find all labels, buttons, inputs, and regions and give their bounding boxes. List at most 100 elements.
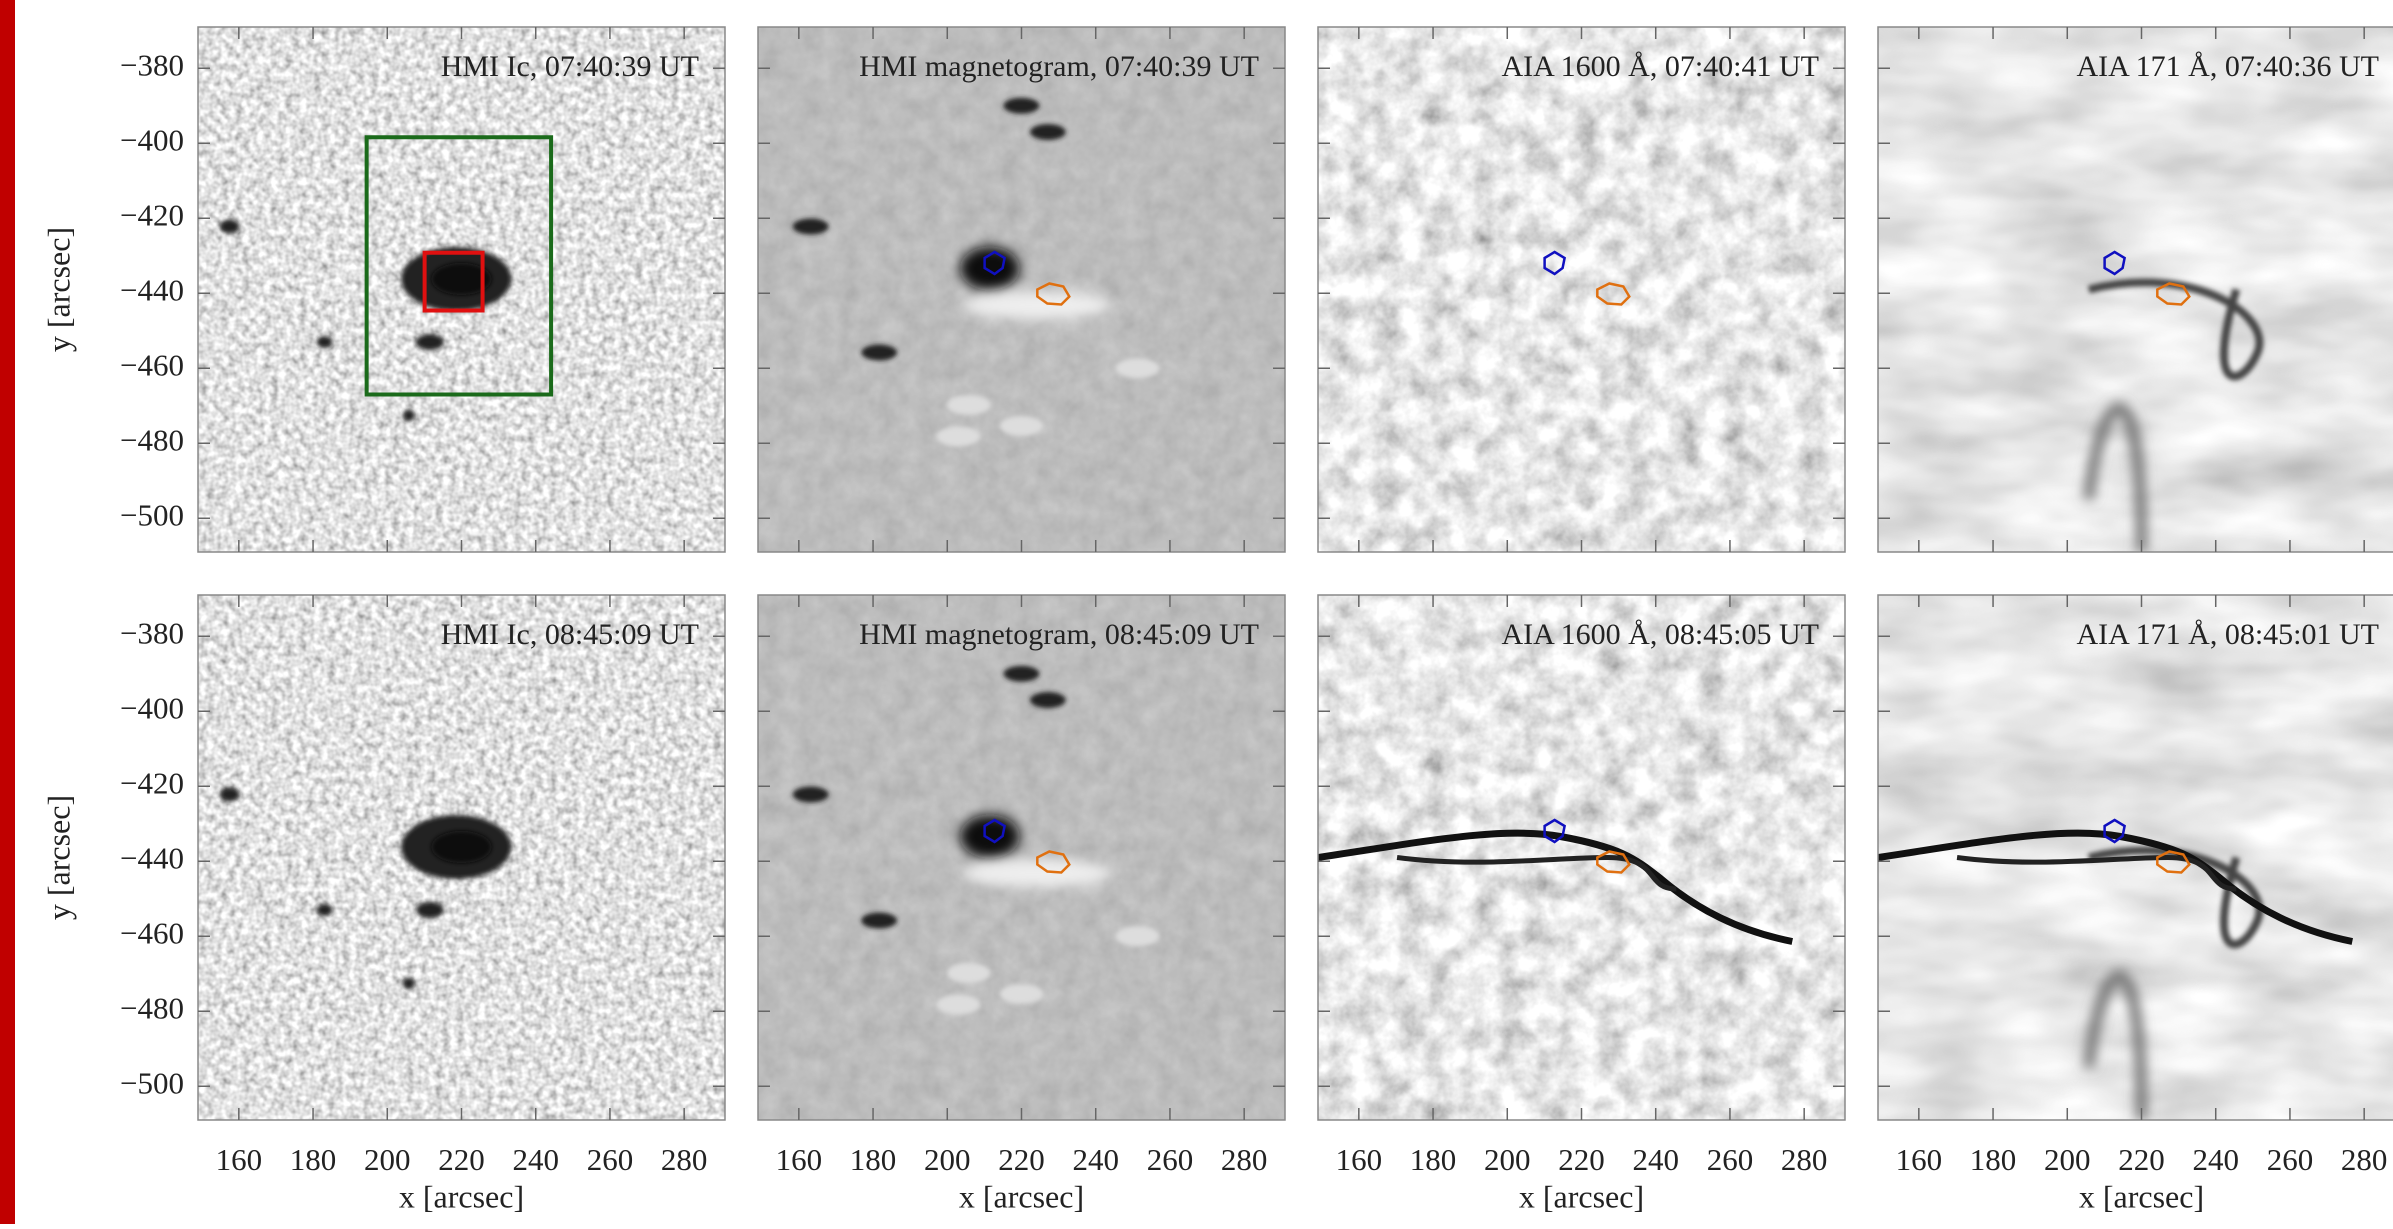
spot <box>415 334 444 350</box>
y-tick-label: −400 <box>120 690 184 725</box>
side-bar <box>0 0 15 1224</box>
contour-blue <box>2103 250 2127 276</box>
image-layer <box>1878 27 2393 552</box>
y-tick-label: −380 <box>120 615 184 650</box>
y-tick-label: −500 <box>120 497 184 532</box>
x-tick-label: 160 <box>776 1142 823 1177</box>
image <box>758 595 1285 1120</box>
plage <box>999 416 1044 436</box>
y-tick-label: −440 <box>120 840 184 875</box>
contour-blue <box>2103 818 2127 844</box>
x-tick-label: 240 <box>1632 1142 1679 1177</box>
x-tick-label: 260 <box>2267 1142 2314 1177</box>
panel: −380 −400 −420 −440 −460 −480 −500 HMI Ic, 07:4… <box>40 26 726 553</box>
x-tick-label: 240 <box>512 1142 559 1177</box>
ribbon <box>1878 829 2353 945</box>
x-tick-label: 180 <box>1970 1142 2017 1177</box>
x-tick-label: 220 <box>438 1142 485 1177</box>
x-tick-label: 200 <box>2044 1142 2091 1177</box>
plage <box>946 395 991 415</box>
neg-polarity <box>959 814 1020 859</box>
x-tick-label: 180 <box>850 1142 897 1177</box>
plage <box>936 994 981 1015</box>
y-tick-label: −400 <box>120 122 184 157</box>
contour-orange <box>2156 850 2191 874</box>
contour-blue <box>983 250 1007 276</box>
y-tick-label: −460 <box>120 915 184 950</box>
x-tick-label: 220 <box>2118 1142 2165 1177</box>
panel-title: AIA 171 Å, 08:45:01 UT <box>2077 618 2380 651</box>
x-tick-label: 180 <box>290 1142 337 1177</box>
panel-title: AIA 1600 Å, 08:45:05 UT <box>1502 618 1820 651</box>
box-red <box>422 250 485 313</box>
x-axis-label: x [arcsec] <box>399 1178 524 1214</box>
y-axis-label: y [arcsec] <box>40 795 76 920</box>
spot <box>402 409 415 422</box>
x-tick-label: 200 <box>1484 1142 1531 1177</box>
spot <box>219 219 240 234</box>
x-axis-label: x [arcsec] <box>959 1178 1084 1214</box>
image <box>758 27 1285 552</box>
panel-title: HMI Ic, 08:45:09 UT <box>441 618 699 651</box>
x-tick-label: 280 <box>661 1142 708 1177</box>
pos-polarity <box>962 859 1113 888</box>
contour-orange <box>2156 282 2191 306</box>
spot <box>402 977 415 990</box>
x-tick-label: 220 <box>998 1142 1045 1177</box>
x-tick-label: 160 <box>1336 1142 1383 1177</box>
neg-patch <box>861 344 898 361</box>
image-layer <box>1318 595 1845 1120</box>
x-tick-label: 260 <box>587 1142 634 1177</box>
spot <box>316 336 333 348</box>
image <box>1318 27 1845 552</box>
panel: 160 180 200 220 240 260 280 HMI magnetogram, 08… <box>757 594 1286 1214</box>
plage <box>946 963 991 983</box>
neg-patch <box>861 912 898 929</box>
y-tick-label: −480 <box>120 990 184 1025</box>
x-tick-label: 280 <box>1781 1142 1828 1177</box>
panel-title: AIA 171 Å, 07:40:36 UT <box>2077 50 2380 83</box>
x-tick-label: 160 <box>216 1142 263 1177</box>
image-layer <box>198 27 725 552</box>
spot <box>316 904 333 916</box>
x-tick-label: 240 <box>2192 1142 2239 1177</box>
contour-orange <box>1596 850 1631 874</box>
plage <box>999 984 1044 1004</box>
plage <box>1115 358 1160 379</box>
spot <box>219 787 240 802</box>
fan <box>2083 970 2147 1120</box>
fan <box>2083 402 2147 552</box>
x-tick-label: 160 <box>1896 1142 1943 1177</box>
y-tick-label: −500 <box>120 1065 184 1100</box>
neg-patch <box>792 786 829 803</box>
spot-core <box>431 831 492 863</box>
x-tick-label: 280 <box>1221 1142 1268 1177</box>
spot <box>415 902 444 918</box>
contour-orange <box>1596 282 1631 306</box>
panel-title: HMI magnetogram, 07:40:39 UT <box>859 50 1259 83</box>
panel-title: HMI magnetogram, 08:45:09 UT <box>859 618 1259 651</box>
y-tick-label: −440 <box>120 272 184 307</box>
y-axis-label: y [arcsec] <box>40 227 76 352</box>
neg-polarity <box>959 246 1020 291</box>
panel-title: HMI Ic, 07:40:39 UT <box>441 50 699 83</box>
image-layer <box>1878 595 2393 1120</box>
x-tick-label: 240 <box>1072 1142 1119 1177</box>
contour-blue <box>983 818 1007 844</box>
panel: 160 180 200 220 240 260 280 AIA 1600 Å, 08:45:0… <box>1317 594 1846 1214</box>
box-green <box>364 135 554 397</box>
x-tick-label: 200 <box>364 1142 411 1177</box>
panel: HMI magnetogram, 07:40:39 UT <box>757 26 1286 553</box>
spot-core <box>431 263 492 295</box>
y-tick-label: −380 <box>120 47 184 82</box>
contour-orange <box>1036 850 1071 874</box>
neg-patch <box>1029 124 1066 140</box>
plage <box>1115 926 1160 947</box>
image-layer <box>758 27 1285 552</box>
x-tick-label: 260 <box>1707 1142 1754 1177</box>
y-tick-label: −420 <box>120 765 184 800</box>
neg-patch <box>1029 692 1066 708</box>
pos-polarity <box>962 291 1113 320</box>
